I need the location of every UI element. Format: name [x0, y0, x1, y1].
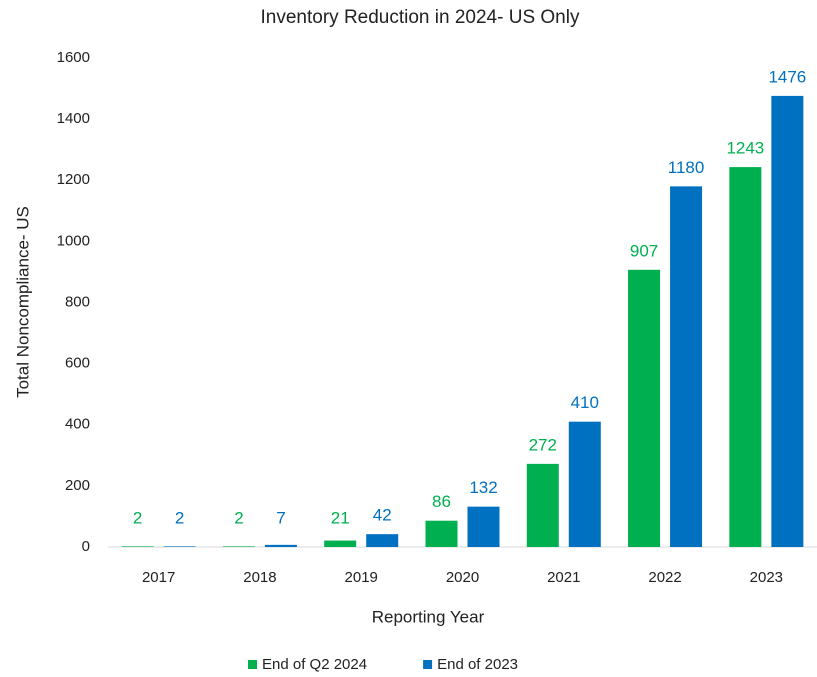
- x-tick-label: 2020: [446, 569, 479, 586]
- bar: [568, 421, 601, 547]
- y-axis-title: Total Noncompliance- US: [13, 206, 32, 398]
- x-tick-label: 2022: [648, 569, 681, 586]
- y-tick-label: 200: [65, 477, 90, 494]
- data-label: 2: [133, 508, 142, 527]
- bar: [467, 506, 500, 547]
- bar: [771, 95, 804, 548]
- chart-title: Inventory Reduction in 2024- US Only: [261, 7, 580, 28]
- data-label: 86: [432, 492, 451, 511]
- x-tick-label: 2021: [547, 569, 580, 586]
- bar: [324, 540, 357, 547]
- bar: [628, 269, 661, 547]
- data-label: 132: [469, 478, 497, 497]
- bar: [264, 544, 297, 547]
- legend-swatch: [423, 660, 433, 669]
- y-tick-label: 1600: [57, 49, 90, 66]
- data-label: 272: [529, 435, 557, 454]
- data-label: 7: [276, 508, 285, 527]
- data-label: 907: [630, 241, 658, 260]
- bar: [729, 167, 762, 547]
- x-axis-title: Reporting Year: [372, 607, 485, 626]
- y-tick-label: 0: [82, 538, 90, 555]
- x-tick-label: 2017: [142, 569, 175, 586]
- bar: [222, 546, 255, 547]
- data-label: 1243: [726, 139, 764, 158]
- y-tick-label: 1200: [57, 171, 90, 188]
- bar: [425, 520, 458, 547]
- bar: [670, 186, 703, 548]
- bar: [163, 546, 196, 547]
- data-label: 1476: [768, 67, 806, 86]
- x-tick-label: 2018: [243, 569, 276, 586]
- data-label: 1180: [668, 158, 705, 177]
- legend-swatch: [248, 660, 257, 669]
- data-label: 42: [373, 506, 392, 525]
- y-tick-label: 600: [65, 355, 90, 372]
- bar: [121, 546, 154, 547]
- bar: [366, 534, 399, 547]
- y-tick-label: 1000: [57, 232, 90, 249]
- bar: [526, 463, 559, 547]
- y-tick-label: 800: [65, 293, 90, 310]
- data-label: 2: [234, 508, 243, 527]
- y-tick-label: 400: [65, 416, 90, 433]
- data-label: 21: [331, 508, 350, 527]
- x-tick-label: 2023: [750, 569, 783, 586]
- data-label: 2: [175, 508, 184, 527]
- legend-label: End of Q2 2024: [262, 656, 367, 673]
- x-tick-label: 2019: [345, 569, 378, 586]
- y-tick-label: 1400: [57, 110, 90, 127]
- legend-label: End of 2023: [437, 656, 518, 673]
- data-label: 410: [571, 393, 599, 412]
